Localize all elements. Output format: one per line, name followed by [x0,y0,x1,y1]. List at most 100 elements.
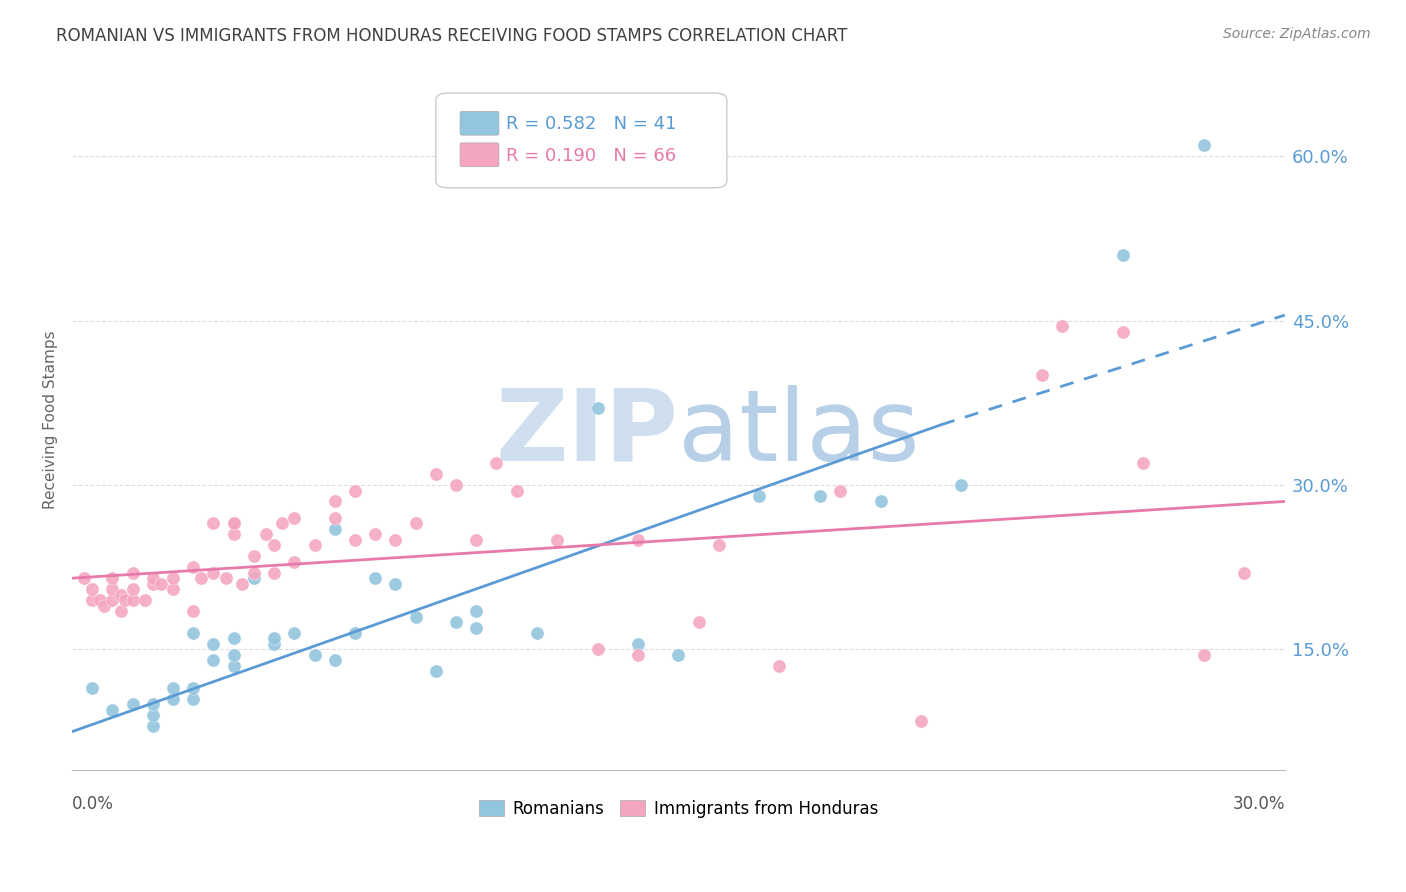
Point [263,637,285,651]
Point [283,626,305,640]
Point [202,516,225,531]
Point [465,620,488,634]
Point [110,588,132,602]
Point [222,516,245,531]
Point [707,538,730,552]
Text: ROMANIAN VS IMMIGRANTS FROM HONDURAS RECEIVING FOOD STAMPS CORRELATION CHART: ROMANIAN VS IMMIGRANTS FROM HONDURAS REC… [56,27,848,45]
Point [526,626,548,640]
Point [89,593,111,607]
Point [444,478,467,492]
Point [304,538,326,552]
Text: R = 0.582   N = 41: R = 0.582 N = 41 [506,115,676,133]
Point [82,681,104,695]
Point [82,593,104,607]
Point [101,582,124,596]
Point [465,604,488,618]
Point [162,571,184,585]
Point [425,467,447,481]
Point [93,599,115,613]
Point [808,489,831,503]
Point [254,527,277,541]
Point [688,615,710,629]
Point [910,714,932,728]
Point [1112,248,1135,262]
Point [101,703,124,717]
Point [263,566,285,580]
Point [304,648,326,662]
Point [666,648,689,662]
Point [283,511,305,525]
Point [121,593,143,607]
Point [323,511,346,525]
Point [181,604,204,618]
Point [73,571,96,585]
Point [405,609,427,624]
Point [101,593,124,607]
Point [243,566,266,580]
Point [142,576,165,591]
Point [1112,325,1135,339]
Point [1192,648,1215,662]
Point [110,604,132,618]
Point [263,538,285,552]
Point [627,637,650,651]
Point [181,691,204,706]
Point [222,632,245,646]
Text: R = 0.190   N = 66: R = 0.190 N = 66 [506,146,676,164]
Point [121,582,143,596]
Point [162,681,184,695]
Point [768,658,790,673]
Point [323,522,346,536]
Point [364,571,387,585]
Point [627,648,650,662]
Point [231,576,253,591]
Point [222,658,245,673]
Point [384,576,406,591]
Point [190,571,212,585]
Point [869,494,891,508]
Point [323,653,346,667]
Point [283,555,305,569]
Point [142,719,165,733]
Point [181,681,204,695]
Point [121,566,143,580]
Text: Source: ZipAtlas.com: Source: ZipAtlas.com [1223,27,1371,41]
Point [101,571,124,585]
Point [142,708,165,723]
Point [1233,566,1256,580]
Point [214,571,236,585]
Point [828,483,851,498]
Legend: Romanians, Immigrants from Honduras: Romanians, Immigrants from Honduras [472,794,884,825]
Point [243,549,266,564]
Point [485,456,508,470]
Text: atlas: atlas [678,384,920,482]
Point [405,516,427,531]
Point [121,698,143,712]
Point [142,571,165,585]
Point [181,560,204,574]
FancyBboxPatch shape [460,112,499,136]
Point [343,483,366,498]
Point [222,648,245,662]
Point [202,637,225,651]
Point [586,401,609,416]
Point [748,489,770,503]
Point [343,626,366,640]
Point [444,615,467,629]
Point [162,582,184,596]
Point [114,593,136,607]
Point [149,576,172,591]
Point [263,632,285,646]
Text: ZIP: ZIP [495,384,678,482]
Point [425,665,447,679]
FancyBboxPatch shape [436,93,727,188]
Point [202,566,225,580]
Text: 0.0%: 0.0% [72,795,114,813]
Text: 30.0%: 30.0% [1232,795,1285,813]
Point [465,533,488,547]
Point [134,593,156,607]
Point [202,653,225,667]
Point [586,642,609,657]
Point [243,571,266,585]
Point [1132,456,1154,470]
